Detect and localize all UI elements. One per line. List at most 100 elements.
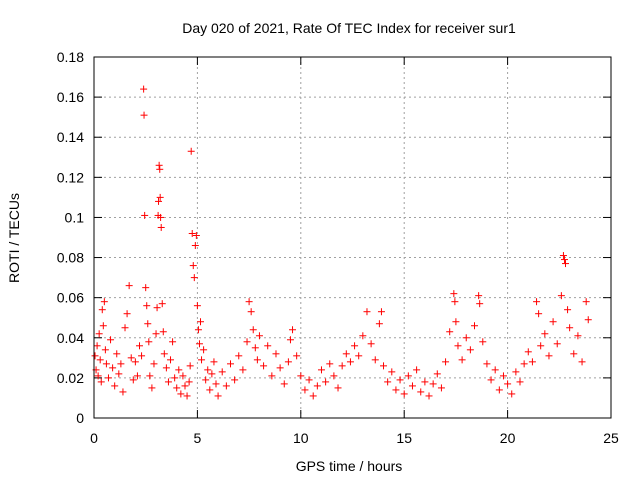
data-point bbox=[253, 356, 261, 364]
data-point bbox=[396, 376, 404, 384]
y-tick-label: 0.02 bbox=[57, 370, 84, 386]
data-point bbox=[516, 378, 524, 386]
data-point bbox=[191, 242, 199, 250]
data-point bbox=[466, 346, 474, 354]
data-point bbox=[156, 165, 164, 173]
data-point bbox=[96, 356, 104, 364]
x-tick-label: 20 bbox=[500, 430, 516, 446]
y-tick-label: 0.04 bbox=[57, 330, 84, 346]
data-point bbox=[197, 318, 205, 326]
data-point bbox=[255, 332, 263, 340]
data-point bbox=[167, 356, 175, 364]
data-point bbox=[268, 372, 276, 380]
data-point bbox=[181, 382, 189, 390]
data-point bbox=[297, 372, 305, 380]
data-point bbox=[193, 302, 201, 310]
data-point bbox=[169, 338, 177, 346]
y-axis-label: ROTI / TECUs bbox=[6, 193, 22, 283]
data-point bbox=[533, 298, 541, 306]
data-point bbox=[97, 378, 105, 386]
grid-lines bbox=[94, 57, 611, 418]
y-tick-label: 0.16 bbox=[57, 89, 84, 105]
data-point bbox=[194, 326, 202, 334]
data-point bbox=[549, 318, 557, 326]
y-tick-label: 0.08 bbox=[57, 250, 84, 266]
data-point bbox=[309, 392, 317, 400]
data-point bbox=[462, 334, 470, 342]
data-point bbox=[305, 376, 313, 384]
data-point bbox=[140, 111, 148, 119]
data-point bbox=[102, 360, 110, 368]
data-point bbox=[204, 366, 212, 374]
data-point bbox=[425, 392, 433, 400]
data-point bbox=[152, 330, 160, 338]
data-point bbox=[293, 352, 301, 360]
data-point bbox=[251, 344, 259, 352]
data-point bbox=[342, 350, 350, 358]
data-point bbox=[117, 360, 125, 368]
data-point bbox=[377, 308, 385, 316]
data-point bbox=[127, 354, 135, 362]
plot-frame bbox=[93, 56, 612, 419]
data-point bbox=[173, 384, 181, 392]
data-point bbox=[578, 358, 586, 366]
data-point bbox=[150, 360, 158, 368]
data-point bbox=[98, 306, 106, 314]
data-point bbox=[483, 360, 491, 368]
data-point bbox=[392, 386, 400, 394]
data-point bbox=[119, 388, 127, 396]
data-point bbox=[123, 310, 131, 318]
data-point bbox=[557, 292, 565, 300]
data-point bbox=[330, 372, 338, 380]
data-point bbox=[359, 332, 367, 340]
data-point bbox=[153, 304, 161, 312]
data-point bbox=[148, 384, 156, 392]
data-point bbox=[326, 360, 334, 368]
data-point bbox=[138, 352, 146, 360]
data-point bbox=[491, 366, 499, 374]
data-point bbox=[317, 366, 325, 374]
data-point bbox=[175, 366, 183, 374]
data-point bbox=[371, 356, 379, 364]
data-point bbox=[115, 370, 123, 378]
data-point bbox=[141, 211, 149, 219]
data-point bbox=[129, 376, 137, 384]
data-point bbox=[249, 326, 257, 334]
data-point bbox=[582, 298, 590, 306]
data-point bbox=[553, 340, 561, 348]
data-point bbox=[94, 372, 102, 380]
data-point bbox=[95, 330, 103, 338]
data-point bbox=[346, 358, 354, 366]
data-point bbox=[566, 324, 574, 332]
data-point bbox=[433, 370, 441, 378]
chart-title: Day 020 of 2021, Rate Of TEC Index for r… bbox=[182, 20, 516, 36]
data-point bbox=[334, 384, 342, 392]
data-point bbox=[322, 378, 330, 386]
data-point bbox=[198, 356, 206, 364]
data-point bbox=[451, 298, 459, 306]
x-tick-label: 15 bbox=[396, 430, 412, 446]
axis-ticks bbox=[93, 56, 612, 419]
data-point bbox=[452, 318, 460, 326]
data-point bbox=[475, 292, 483, 300]
data-point bbox=[421, 378, 429, 386]
data-point bbox=[111, 382, 119, 390]
data-point bbox=[499, 372, 507, 380]
data-point bbox=[537, 342, 545, 350]
data-point bbox=[157, 213, 165, 221]
data-point bbox=[235, 352, 243, 360]
data-point bbox=[214, 392, 222, 400]
data-point bbox=[142, 284, 150, 292]
data-point bbox=[243, 338, 251, 346]
y-tick-label: 0 bbox=[76, 410, 84, 426]
data-point bbox=[156, 193, 164, 201]
data-point bbox=[260, 362, 268, 370]
data-point bbox=[570, 350, 578, 358]
data-point bbox=[454, 342, 462, 350]
data-point bbox=[289, 326, 297, 334]
data-point bbox=[131, 358, 139, 366]
data-point bbox=[239, 366, 247, 374]
data-point bbox=[384, 378, 392, 386]
